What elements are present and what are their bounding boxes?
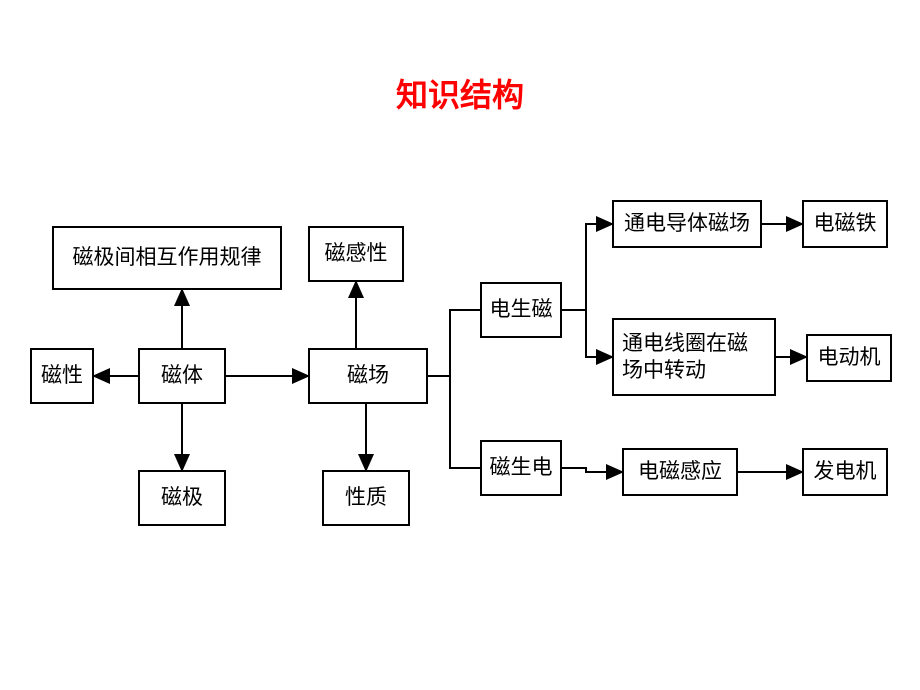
node-n_cijixianghu: 磁极间相互作用规律 (52, 226, 282, 290)
node-n_cishengdian: 磁生电 (480, 440, 562, 496)
node-n_diandongji: 电动机 (806, 334, 892, 382)
node-n_citi: 磁体 (138, 348, 226, 404)
node-n_tongdiandaoti: 通电导体磁场 (612, 200, 762, 248)
node-n_tongdianxianquan: 通电线圈在磁场中转动 (612, 318, 776, 396)
node-n_cixing: 磁性 (30, 348, 94, 404)
node-n_ciji: 磁极 (138, 470, 226, 526)
node-n_ciganxing: 磁感性 (308, 226, 404, 282)
node-n_xingzhi: 性质 (322, 470, 410, 526)
node-n_dianshengci: 电生磁 (480, 282, 562, 338)
node-n_dianciganying: 电磁感应 (622, 448, 738, 496)
node-n_cichang: 磁场 (308, 348, 428, 404)
node-n_diancitie: 电磁铁 (802, 200, 888, 248)
node-n_fadianji: 发电机 (802, 448, 888, 496)
page-title: 知识结构 (0, 70, 920, 116)
